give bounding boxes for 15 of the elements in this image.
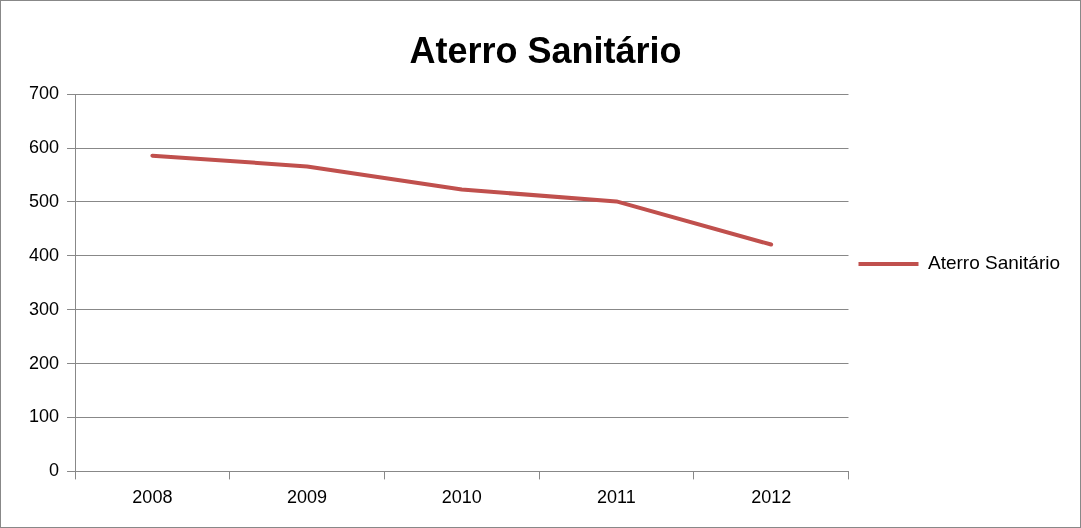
x-tick-label: 2008: [132, 487, 173, 508]
y-tick-label: 600: [28, 137, 60, 158]
x-tick-label: 2011: [597, 487, 636, 508]
y-tick-label: 500: [28, 190, 60, 211]
legend-label: Aterro Sanitário: [927, 252, 1061, 274]
y-tick-label: 100: [28, 406, 60, 427]
chart-title: Aterro Sanitário: [409, 29, 682, 71]
y-tick-label: 300: [28, 298, 60, 319]
x-tick-label: 2010: [441, 487, 482, 508]
x-tick-label: 2012: [751, 487, 792, 508]
y-tick-label: 700: [28, 83, 60, 104]
y-tick-label: 200: [28, 352, 60, 373]
y-tick-label: 0: [49, 460, 60, 481]
y-tick-label: 400: [28, 244, 60, 265]
x-tick-label: 2009: [287, 487, 328, 508]
